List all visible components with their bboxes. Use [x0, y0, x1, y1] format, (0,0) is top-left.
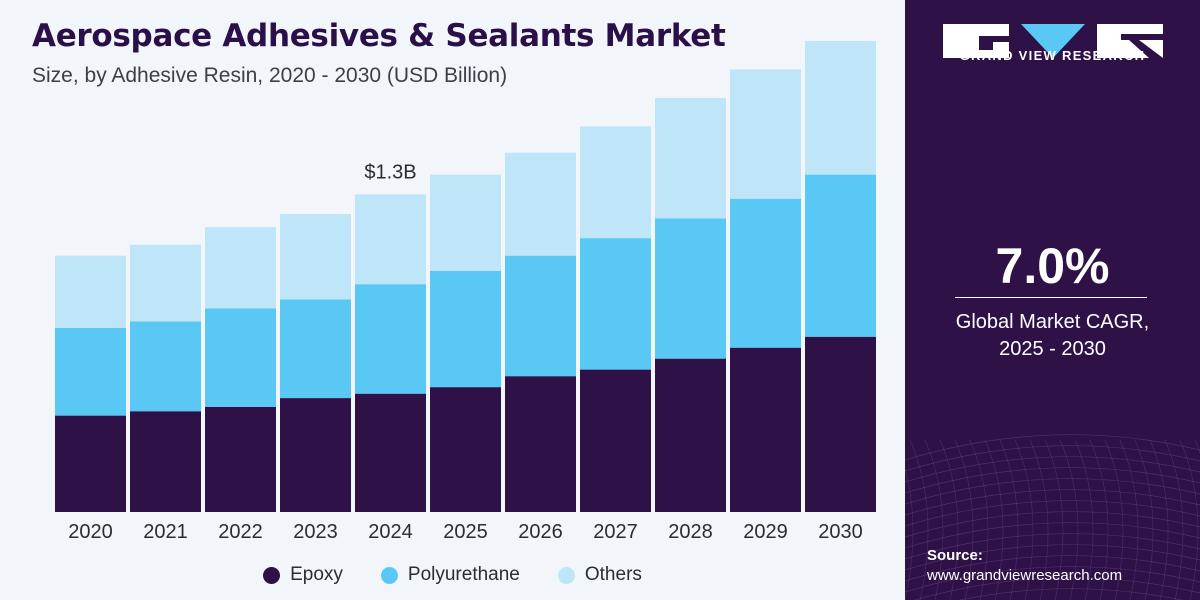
bar-others-2027: [580, 126, 651, 239]
chart-panel: Aerospace Adhesives & Sealants Market Si…: [0, 0, 905, 600]
value-annotation-2024: $1.3B: [364, 161, 416, 183]
x-tick-label-2022: 2022: [218, 521, 263, 543]
legend-item-polyurethane: Polyurethane: [380, 564, 520, 586]
bar-others-2026: [505, 152, 576, 256]
x-tick-label-2026: 2026: [518, 521, 563, 543]
logo-wordmark: GRAND VIEW RESEARCH: [959, 48, 1146, 63]
bar-polyurethane-2028: [655, 218, 726, 359]
legend-label-others: Others: [584, 564, 642, 585]
source-link[interactable]: www.grandviewresearch.com: [927, 567, 1123, 584]
bar-chart: 2020 2021 2022 2023 2024 $1.3B 2025 2026 2027 202…: [55, 40, 876, 543]
bar-epoxy-2024: [355, 393, 426, 512]
bar-others-2022: [205, 227, 276, 309]
bar-others-2023: [280, 214, 351, 300]
cagr-label: Global Market CAGR, 2025 - 2030: [905, 309, 1200, 363]
bar-others-2021: [130, 244, 201, 322]
chart-legend: Epoxy Polyurethane Others: [0, 560, 905, 590]
gvr-logo: [943, 24, 1163, 58]
bar-polyurethane-2020: [55, 327, 126, 416]
bar-epoxy-2030: [805, 336, 876, 512]
bar-others-2025: [430, 174, 501, 271]
bar-epoxy-2028: [655, 358, 726, 512]
bar-epoxy-2022: [205, 406, 276, 512]
legend-swatch-others: [557, 566, 575, 584]
bar-epoxy-2020: [55, 415, 126, 512]
bar-polyurethane-2030: [805, 174, 876, 337]
legend-label-epoxy: Epoxy: [290, 564, 343, 585]
x-tick-label-2030: 2030: [818, 521, 863, 543]
cagr-value: 7.0%: [995, 238, 1110, 294]
source-block: Source: www.grandviewresearch.com: [927, 546, 1122, 586]
bar-polyurethane-2025: [430, 271, 501, 388]
bar-others-2024: [355, 194, 426, 285]
bar-epoxy-2021: [130, 411, 201, 512]
x-tick-label-2024: 2024: [368, 521, 413, 543]
cagr-divider: [955, 297, 1147, 298]
legend-label-polyurethane: Polyurethane: [407, 564, 520, 585]
bar-others-2028: [655, 97, 726, 219]
bar-polyurethane-2026: [505, 255, 576, 377]
bar-polyurethane-2029: [730, 198, 801, 348]
bar-epoxy-2027: [580, 369, 651, 512]
x-tick-label-2028: 2028: [668, 521, 713, 543]
legend-item-others: Others: [557, 564, 642, 586]
source-title: Source:: [927, 547, 983, 564]
bar-others-2020: [55, 255, 126, 328]
bar-polyurethane-2023: [280, 299, 351, 399]
brand-panel: GRAND VIEW RESEARCH 7.0% Global Market C…: [905, 0, 1200, 600]
bar-polyurethane-2027: [580, 238, 651, 370]
bar-others-2029: [730, 69, 801, 199]
bar-polyurethane-2021: [130, 321, 201, 412]
legend-swatch-polyurethane: [380, 566, 398, 584]
legend-item-epoxy: Epoxy: [263, 564, 343, 586]
x-tick-label-2025: 2025: [443, 521, 488, 543]
cagr-label-line2: 2025 - 2030: [999, 338, 1106, 360]
x-tick-label-2023: 2023: [293, 521, 338, 543]
chart-subtitle: Size, by Adhesive Resin, 2020 - 2030 (US…: [32, 64, 508, 87]
x-tick-label-2029: 2029: [743, 521, 788, 543]
bar-epoxy-2026: [505, 376, 576, 512]
bar-polyurethane-2022: [205, 308, 276, 407]
bar-epoxy-2023: [280, 398, 351, 512]
bar-epoxy-2025: [430, 387, 501, 512]
legend-swatch-epoxy: [263, 566, 281, 584]
bar-others-2030: [805, 40, 876, 175]
mesh-background-graphic: [905, 434, 1200, 600]
chart-title: Aerospace Adhesives & Sealants Market: [32, 18, 726, 54]
x-tick-label-2021: 2021: [143, 521, 188, 543]
x-tick-label-2027: 2027: [593, 521, 638, 543]
x-tick-label-2020: 2020: [68, 521, 113, 543]
bar-polyurethane-2024: [355, 284, 426, 394]
bar-epoxy-2029: [730, 347, 801, 512]
cagr-label-line1: Global Market CAGR,: [955, 311, 1150, 333]
